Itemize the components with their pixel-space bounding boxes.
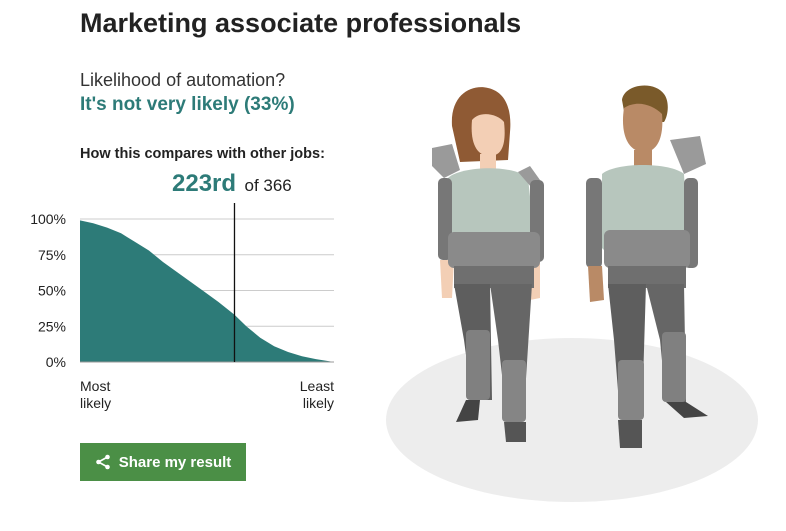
x-label-most-likely-text: Most likely — [80, 378, 112, 411]
x-label-least-likely-text: Least likely — [299, 378, 334, 411]
automation-question: Likelihood of automation? — [80, 70, 286, 90]
right-figure — [586, 85, 708, 448]
y-tick-label: 25% — [38, 318, 66, 334]
rank-display: 223rd of 366 — [172, 170, 292, 198]
share-icon — [95, 454, 110, 470]
robot-workers-illustration — [386, 85, 758, 502]
page-title: Marketing associate professionals — [80, 8, 522, 38]
y-tick-label: 75% — [38, 247, 66, 263]
compare-heading: How this compares with other jobs: — [80, 146, 325, 162]
y-tick-label: 0% — [46, 354, 66, 370]
y-tick-label: 100% — [30, 211, 66, 227]
automation-chart: 0% 25% 50% 75% 100% — [30, 203, 334, 370]
left-figure — [432, 87, 544, 442]
share-button-label: Share my result — [118, 453, 232, 471]
x-label-least-likely: Least likely — [276, 378, 334, 412]
rank-number: 223rd — [172, 170, 237, 197]
rank-total: of 366 — [244, 176, 292, 195]
automation-answer: It's not very likely (33%) — [80, 94, 295, 115]
share-button[interactable]: Share my result — [80, 443, 246, 481]
y-tick-label: 50% — [38, 283, 66, 299]
floor-shadow — [386, 338, 758, 502]
x-label-most-likely: Most likely — [80, 378, 130, 412]
automation-area — [80, 220, 334, 362]
